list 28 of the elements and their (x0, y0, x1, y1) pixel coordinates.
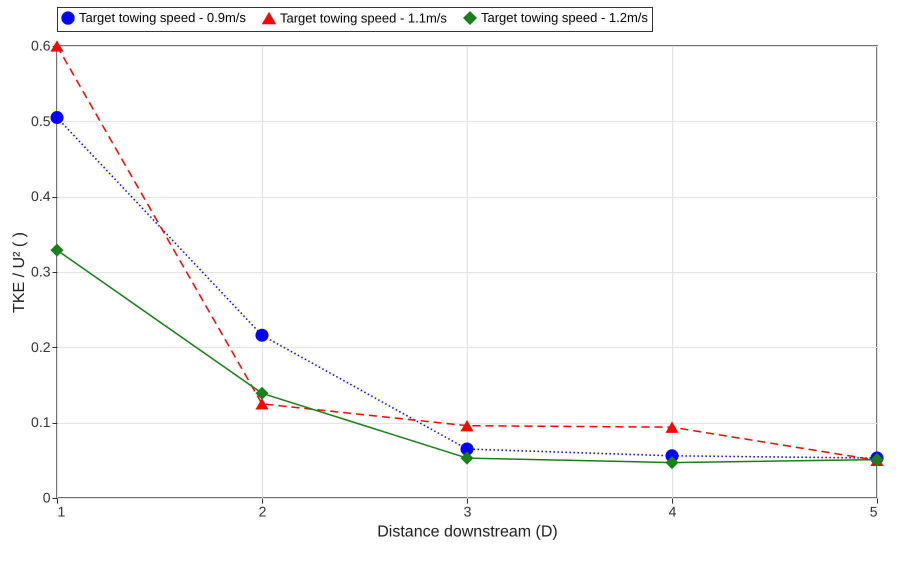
y-tick-label: 0.1 (31, 414, 51, 430)
point (50, 40, 64, 52)
point (50, 111, 64, 124)
x-tick-label: 3 (464, 504, 472, 520)
y-tick-label: 0.2 (31, 338, 51, 355)
y-tick-label: 0.6 (31, 38, 51, 54)
point (50, 244, 64, 257)
legend-label: Target towing speed - 0.9m/s (79, 10, 246, 26)
point (255, 386, 269, 400)
y-tick-label: 0.5 (31, 112, 51, 129)
y-tick-label: 0.4 (31, 188, 51, 204)
legend-label: Target towing speed - 1.2m/s (481, 10, 648, 26)
point (460, 442, 474, 456)
x-tick-label: 1 (58, 504, 66, 520)
y-tick-label: 0.3 (31, 264, 51, 280)
x-tick-label: 5 (870, 504, 878, 520)
point (665, 422, 679, 433)
point (665, 456, 679, 470)
x-tick-label: 2 (258, 504, 267, 520)
point (460, 420, 474, 432)
legend-label: Target towing speed - 1.1m/s (280, 10, 448, 26)
point (255, 328, 269, 342)
point (460, 452, 474, 465)
x-tick-label: 4 (668, 504, 677, 520)
y-axis-title: TKE / U² ( ) (11, 232, 28, 313)
point (255, 398, 269, 410)
x-axis-title: Distance downstream (D) (377, 524, 558, 540)
y-tick-label: 0 (42, 490, 51, 506)
